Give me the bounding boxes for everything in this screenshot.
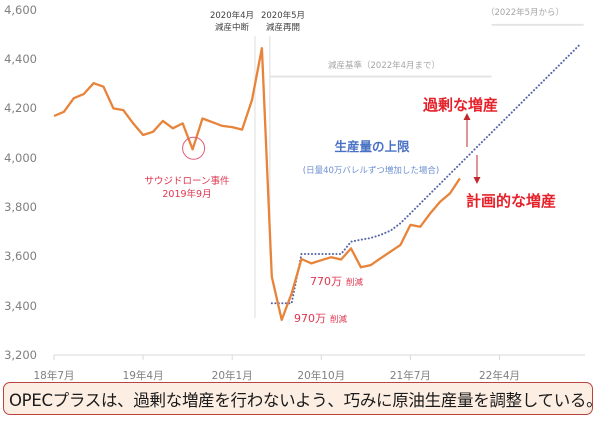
production-cap-title: 生産量の上限	[334, 139, 410, 154]
x-tick-label: 20年10月	[297, 369, 345, 382]
cut-970-word: 削減	[330, 314, 348, 325]
y-tick-label: 4,600	[4, 3, 37, 17]
cut-770-amount: 770万	[310, 275, 342, 288]
y-axis: 4,600 4,400 4,200 4,000 3,800 3,600 3,40…	[4, 3, 37, 362]
y-tick-label: 4,000	[4, 151, 37, 165]
event-label-2020-05-desc: 減産再開	[266, 22, 300, 33]
cut-770-label: 770万 削減	[310, 275, 364, 288]
x-tick-label: 20年1月	[212, 369, 253, 382]
summary-banner: OPECプラスは、過剰な増産を行わないよう、巧みに原油生産量を調整している。	[3, 382, 600, 415]
y-tick-label: 4,200	[4, 101, 37, 115]
drone-attack-highlight-circle	[182, 136, 206, 160]
event-label-2020-04-date: 2020年4月	[210, 10, 254, 21]
event-label-2020-04-desc: 減産中断	[215, 22, 250, 33]
cut-770-word: 削減	[346, 277, 364, 288]
summary-text: OPECプラスは、過剰な増産を行わないよう、巧みに原油生産量を調整している。	[9, 390, 600, 410]
y-tick-label: 3,600	[4, 249, 37, 263]
y-tick-label: 3,200	[4, 348, 37, 362]
x-tick-label: 21年7月	[390, 369, 431, 382]
y-tick-label: 3,800	[4, 200, 37, 214]
x-tick-marks	[53, 355, 500, 360]
arrow-up-icon	[463, 113, 471, 147]
arrow-down-icon	[473, 155, 481, 184]
cut-970-label: 970万 削減	[294, 312, 348, 325]
production-cap-subtitle: (日量40万バレルずつ増加した場合)	[303, 165, 439, 176]
x-axis: 18年7月 19年4月 20年1月 20年10月 21年7月 22年4月	[33, 354, 585, 382]
x-tick-label: 19年4月	[123, 369, 164, 382]
x-tick-label: 18年7月	[33, 369, 74, 382]
baseline-label-until-2022-04: 減産基準（2022年4月まで）	[328, 60, 440, 71]
production-line	[53, 47, 461, 322]
excessive-increase-label: 過剰な増産	[422, 96, 498, 114]
baseline-label-from-2022-05: （2022年5月から）	[486, 7, 564, 18]
y-tick-label: 3,400	[4, 299, 37, 313]
event-label-2020-05-date: 2020年5月	[261, 10, 305, 21]
drone-attack-label: サウジドローン事件	[144, 175, 230, 187]
drone-attack-date: 2019年9月	[162, 188, 211, 200]
cut-970-amount: 970万	[294, 312, 326, 325]
production-cap-dotted-line	[270, 44, 580, 305]
y-tick-label: 4,400	[4, 52, 37, 66]
x-tick-label: 22年4月	[479, 369, 520, 382]
planned-increase-label: 計画的な増産	[466, 192, 556, 210]
